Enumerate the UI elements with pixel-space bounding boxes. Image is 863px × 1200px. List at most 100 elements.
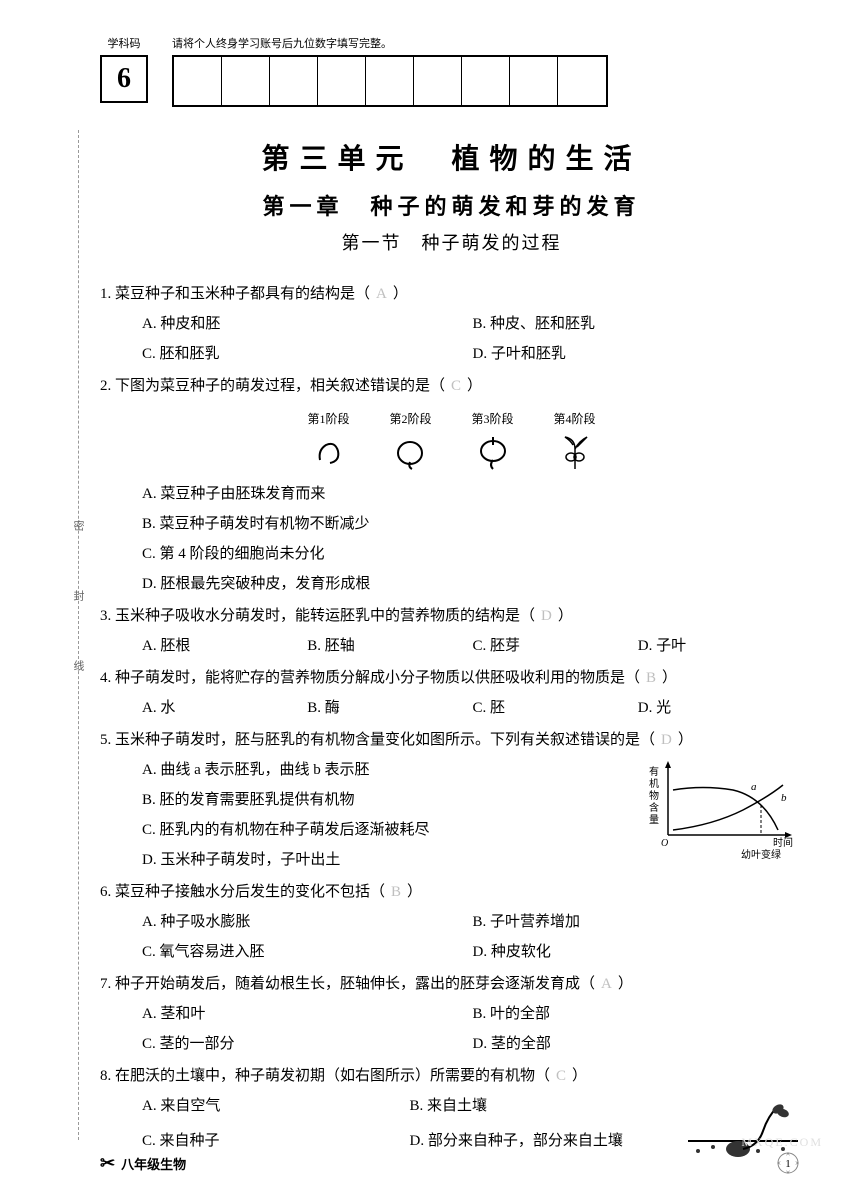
q7-opt-a: A. 茎和叶 (142, 999, 473, 1029)
q1-text: 1. 菜豆种子和玉米种子都具有的结构是（A） (100, 279, 803, 309)
q2-answer: C (445, 378, 467, 394)
account-box[interactable] (222, 57, 270, 105)
q6-text: 6. 菜豆种子接触水分后发生的变化不包括（B） (100, 877, 803, 907)
header-row: 学科码 6 请将个人终身学习账号后九位数字填写完整。 (100, 35, 803, 107)
q5-opt-a: A. 曲线 a 表示胚乳，曲线 b 表示胚 (142, 755, 633, 785)
q4-opt-a: A. 水 (142, 693, 307, 723)
q7-opt-d: D. 茎的全部 (473, 1029, 804, 1059)
question-5: 5. 玉米种子萌发时，胚与胚乳的有机物含量变化如图所示。下列有关叙述错误的是（D… (100, 725, 803, 875)
q8-text: 8. 在肥沃的土壤中，种子萌发初期（如右图所示）所需要的有机物（C） (100, 1061, 803, 1091)
q2-stages: 第1阶段 第2阶段 第3阶段 第4阶段 (100, 407, 803, 471)
q1-opt-b: B. 种皮、胚和胚乳 (473, 309, 804, 339)
q1-opt-a: A. 种皮和胚 (142, 309, 473, 339)
q7-opt-c: C. 茎的一部分 (142, 1029, 473, 1059)
page-number-badge: 1 (773, 1148, 803, 1178)
q7-text: 7. 种子开始萌发后，随着幼根生长，胚轴伸长，露出的胚芽会逐渐发育成（A） (100, 969, 803, 999)
q1-opt-d: D. 子叶和胚乳 (473, 339, 804, 369)
account-boxes[interactable] (172, 55, 608, 107)
page-number: 1 (785, 1158, 791, 1170)
q2-opt-b: B. 菜豆种子萌发时有机物不断减少 (142, 509, 803, 539)
question-6: 6. 菜豆种子接触水分后发生的变化不包括（B） A. 种子吸水膨胀 B. 子叶营… (100, 877, 803, 967)
q4-opt-d: D. 光 (638, 693, 803, 723)
xlabel: 时间 (773, 836, 793, 849)
account-box[interactable] (318, 57, 366, 105)
ylabel-1: 有 (649, 765, 659, 778)
q7-answer: A (595, 976, 618, 992)
q2-opt-d: D. 胚根最先突破种皮，发育形成根 (142, 569, 803, 599)
q1-options: A. 种皮和胚 B. 种皮、胚和胚乳 C. 胚和胚乳 D. 子叶和胚乳 (100, 309, 803, 369)
stage-3-label: 第3阶段 (472, 412, 514, 426)
stage-2: 第2阶段 (389, 407, 431, 471)
q5-answer: D (655, 732, 678, 748)
section-title: 第一节 种子萌发的过程 (100, 229, 803, 255)
stage-4: 第4阶段 (554, 407, 596, 471)
subject-code-block: 学科码 6 (100, 35, 148, 103)
account-box[interactable] (462, 57, 510, 105)
q3-options: A. 胚根 B. 胚轴 C. 胚芽 D. 子叶 (100, 631, 803, 661)
q3-opt-a: A. 胚根 (142, 631, 307, 661)
q2-opt-a: A. 菜豆种子由胚珠发育而来 (142, 479, 803, 509)
account-label: 请将个人终身学习账号后九位数字填写完整。 (172, 35, 608, 51)
q3-text: 3. 玉米种子吸收水分萌发时，能转运胚乳中的营养物质的结构是（D） (100, 601, 803, 631)
x-annotation: 幼叶变绿 (741, 848, 781, 861)
unit-title: 第三单元 植物的生活 (100, 137, 803, 177)
q3-answer: D (535, 608, 558, 624)
q8-opt-b: B. 来自土壤 (410, 1091, 678, 1126)
ylabel-3: 物 (649, 789, 659, 802)
account-box[interactable] (558, 57, 606, 105)
q8-opt-a: A. 来自空气 (142, 1091, 410, 1126)
seed-stage1-icon (310, 435, 346, 471)
q2-options: A. 菜豆种子由胚珠发育而来 B. 菜豆种子萌发时有机物不断减少 C. 第 4 … (100, 479, 803, 599)
account-box[interactable] (366, 57, 414, 105)
account-box[interactable] (414, 57, 462, 105)
q3-opt-c: C. 胚芽 (473, 631, 638, 661)
q5-opt-c: C. 胚乳内的有机物在种子萌发后逐渐被耗尽 (142, 815, 633, 845)
watermark: MXQE.COM (741, 1135, 823, 1150)
q4-opt-b: B. 酶 (307, 693, 472, 723)
subject-code-value: 6 (100, 55, 148, 103)
page-content: 学科码 6 请将个人终身学习账号后九位数字填写完整。 第三单元 植物的生活 第一… (0, 0, 863, 1183)
question-1: 1. 菜豆种子和玉米种子都具有的结构是（A） A. 种皮和胚 B. 种皮、胚和胚… (100, 279, 803, 369)
q4-opt-c: C. 胚 (473, 693, 638, 723)
q7-opt-b: B. 叶的全部 (473, 999, 804, 1029)
curve-b-label: b (781, 792, 787, 804)
seed-stage3-icon (475, 435, 511, 471)
stage-2-label: 第2阶段 (389, 412, 431, 426)
account-box[interactable] (270, 57, 318, 105)
seed-stage4-icon (557, 435, 593, 471)
q3-opt-b: B. 胚轴 (307, 631, 472, 661)
q5-chart: 有 机 物 含 量 O a b 时间 幼叶变绿 (643, 755, 803, 865)
question-2: 2. 下图为菜豆种子的萌发过程，相关叙述错误的是（C） 第1阶段 第2阶段 第3… (100, 371, 803, 599)
curve-a-label: a (751, 781, 757, 793)
chapter-title: 第一章 种子的萌发和芽的发育 (100, 189, 803, 221)
question-4: 4. 种子萌发时，能将贮存的营养物质分解成小分子物质以供胚吸收利用的物质是（B）… (100, 663, 803, 723)
q5-options: A. 曲线 a 表示胚乳，曲线 b 表示胚 B. 胚的发育需要胚乳提供有机物 C… (100, 755, 633, 875)
q4-options: A. 水 B. 酶 C. 胚 D. 光 (100, 693, 803, 723)
stage-3: 第3阶段 (472, 407, 514, 471)
svg-text:O: O (661, 838, 668, 849)
account-box[interactable] (510, 57, 558, 105)
footer-grade: 八年级生物 (121, 1154, 186, 1173)
account-section: 请将个人终身学习账号后九位数字填写完整。 (172, 35, 608, 107)
q7-options: A. 茎和叶 B. 叶的全部 C. 茎的一部分 D. 茎的全部 (100, 999, 803, 1059)
ylabel-4: 含 (649, 801, 659, 814)
q5-opt-b: B. 胚的发育需要胚乳提供有机物 (142, 785, 633, 815)
subject-code-label: 学科码 (100, 35, 148, 51)
question-8: 8. 在肥沃的土壤中，种子萌发初期（如右图所示）所需要的有机物（C） A. 来自… (100, 1061, 803, 1161)
footer: ✂ 八年级生物 1 (100, 1148, 803, 1178)
q6-options: A. 种子吸水膨胀 B. 子叶营养增加 C. 氧气容易进入胚 D. 种皮软化 (100, 907, 803, 967)
question-7: 7. 种子开始萌发后，随着幼根生长，胚轴伸长，露出的胚芽会逐渐发育成（A） A.… (100, 969, 803, 1059)
q6-opt-a: A. 种子吸水膨胀 (142, 907, 473, 937)
q8-answer: C (550, 1068, 572, 1084)
q5-text: 5. 玉米种子萌发时，胚与胚乳的有机物含量变化如图所示。下列有关叙述错误的是（D… (100, 725, 803, 755)
q6-opt-b: B. 子叶营养增加 (473, 907, 804, 937)
account-box[interactable] (174, 57, 222, 105)
stage-4-label: 第4阶段 (554, 412, 596, 426)
q2-text: 2. 下图为菜豆种子的萌发过程，相关叙述错误的是（C） (100, 371, 803, 401)
seed-stage2-icon (392, 435, 428, 471)
stage-1: 第1阶段 (307, 407, 349, 471)
q6-opt-d: D. 种皮软化 (473, 937, 804, 967)
q2-opt-c: C. 第 4 阶段的细胞尚未分化 (142, 539, 803, 569)
scissors-icon: ✂ (100, 1153, 115, 1174)
q4-answer: B (640, 670, 662, 686)
